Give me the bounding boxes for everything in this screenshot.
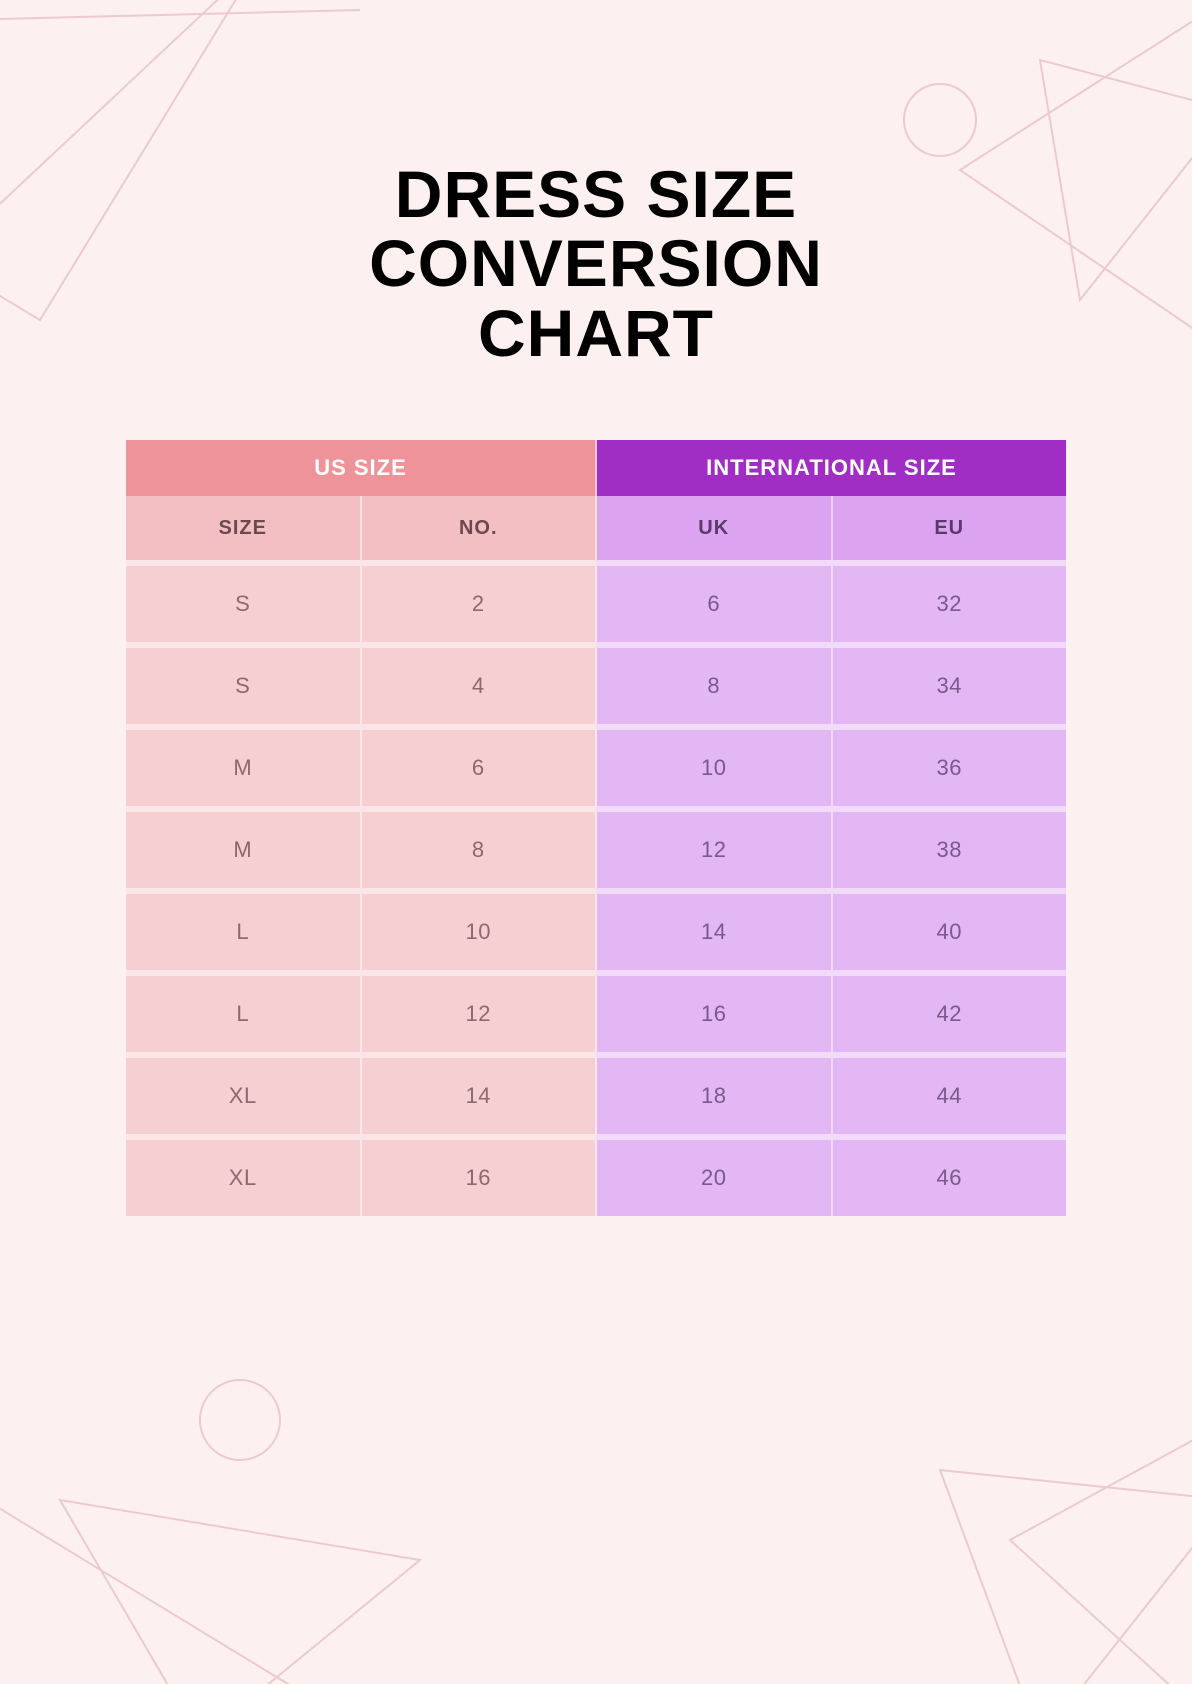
table-row: XL141844 — [126, 1058, 1066, 1134]
cell-eu: 44 — [833, 1058, 1067, 1134]
cell-uk: 12 — [597, 812, 833, 888]
cell-no: 2 — [362, 566, 598, 642]
table-row: M61036 — [126, 730, 1066, 806]
cell-uk: 20 — [597, 1140, 833, 1216]
header-us-size: US SIZE — [126, 440, 597, 496]
cell-no: 14 — [362, 1058, 598, 1134]
cell-no: 6 — [362, 730, 598, 806]
cell-uk: 18 — [597, 1058, 833, 1134]
cell-size: M — [126, 812, 362, 888]
page-title: DRESS SIZE CONVERSION CHART — [298, 160, 894, 368]
cell-size: XL — [126, 1140, 362, 1216]
cell-eu: 36 — [833, 730, 1067, 806]
cell-eu: 38 — [833, 812, 1067, 888]
table-row: XL162046 — [126, 1140, 1066, 1216]
cell-no: 16 — [362, 1140, 598, 1216]
subheader-no: NO. — [362, 496, 598, 560]
table-row: S2632 — [126, 566, 1066, 642]
cell-eu: 40 — [833, 894, 1067, 970]
cell-uk: 6 — [597, 566, 833, 642]
table-row: L121642 — [126, 976, 1066, 1052]
cell-size: L — [126, 976, 362, 1052]
cell-size: S — [126, 648, 362, 724]
cell-no: 4 — [362, 648, 598, 724]
table-row: M81238 — [126, 812, 1066, 888]
cell-size: S — [126, 566, 362, 642]
cell-no: 12 — [362, 976, 598, 1052]
cell-eu: 42 — [833, 976, 1067, 1052]
subheader-uk: UK — [597, 496, 833, 560]
cell-size: L — [126, 894, 362, 970]
cell-uk: 16 — [597, 976, 833, 1052]
cell-uk: 14 — [597, 894, 833, 970]
cell-eu: 34 — [833, 648, 1067, 724]
cell-no: 10 — [362, 894, 598, 970]
cell-uk: 8 — [597, 648, 833, 724]
subheader-size: SIZE — [126, 496, 362, 560]
cell-size: XL — [126, 1058, 362, 1134]
cell-size: M — [126, 730, 362, 806]
cell-no: 8 — [362, 812, 598, 888]
cell-eu: 32 — [833, 566, 1067, 642]
cell-eu: 46 — [833, 1140, 1067, 1216]
cell-uk: 10 — [597, 730, 833, 806]
table-row: S4834 — [126, 648, 1066, 724]
size-table: US SIZEINTERNATIONAL SIZESIZENO.UKEUS263… — [126, 440, 1066, 1216]
header-international-size: INTERNATIONAL SIZE — [597, 440, 1066, 496]
table-row: L101440 — [126, 894, 1066, 970]
subheader-eu: EU — [833, 496, 1067, 560]
